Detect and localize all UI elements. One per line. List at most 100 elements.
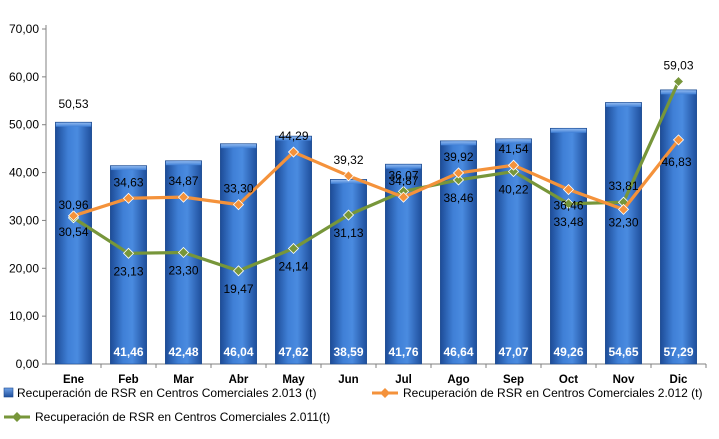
- bar: [165, 160, 202, 365]
- series-2011-data-label: 31,13: [333, 226, 363, 240]
- series-2012-point: [507, 159, 520, 171]
- series-2012-data-label: 33,30: [223, 182, 253, 196]
- series-2011-data-label: 40,22: [498, 183, 528, 197]
- series-2011-point: [342, 209, 355, 221]
- series-2012-point: [122, 192, 135, 204]
- bar-data-label: 57,29: [663, 345, 693, 359]
- series-2011-data-label: 59,03: [663, 58, 693, 72]
- series-2012-point: [232, 199, 245, 211]
- bar-data-label: 50,53: [58, 97, 88, 111]
- x-tick-label: Abr: [229, 374, 249, 386]
- x-tick-label: Ago: [447, 374, 469, 386]
- series-2012-point: [562, 183, 575, 196]
- series-2012-data-label: 36,46: [553, 199, 583, 213]
- legend-swatch-2013: [3, 387, 14, 398]
- legend-marker-2011: [12, 412, 22, 422]
- series-2012-point: [177, 191, 190, 203]
- bar: [605, 102, 642, 365]
- series-2012-data-label: 34,63: [113, 175, 143, 189]
- bar-top-highlight: [660, 90, 697, 95]
- bar-top-highlight: [275, 136, 312, 141]
- series-2012-data-label: 41,54: [498, 142, 528, 156]
- bar-data-label: 46,04: [223, 345, 253, 359]
- x-tick-label: Jul: [395, 374, 412, 386]
- bar: [550, 127, 587, 365]
- series-2011-data-label: 19,47: [223, 282, 253, 296]
- y-tick-label: 60,00: [9, 70, 39, 84]
- series-2012-data-label: 32,30: [608, 215, 638, 229]
- x-tick-label: Nov: [613, 374, 635, 386]
- x-tick-label: May: [282, 374, 305, 386]
- bar-data-label: 47,62: [278, 345, 308, 359]
- series-2012-data-label: 46,83: [661, 155, 691, 169]
- bar: [330, 179, 367, 365]
- legend-marker-2012: [380, 388, 390, 398]
- x-tick-label: Ene: [63, 374, 84, 386]
- x-tick-label: Sep: [503, 374, 524, 386]
- x-tick-label: Jun: [338, 374, 358, 386]
- series-2011-point: [232, 265, 245, 277]
- bar-top-highlight: [330, 179, 367, 184]
- y-tick-label: 20,00: [9, 261, 39, 275]
- series-2011-point: [507, 165, 520, 178]
- series-2011-point: [287, 242, 300, 255]
- bar-top-highlight: [385, 164, 422, 169]
- series-2011-point: [122, 247, 135, 259]
- bar: [220, 143, 257, 365]
- y-tick-label: 40,00: [9, 166, 39, 180]
- series-2011-data-label: 30,54: [58, 225, 88, 239]
- series-2011-data-label: 23,13: [113, 264, 143, 278]
- series-2012-data-label: 34,87: [168, 174, 198, 188]
- bar-data-label: 46,64: [443, 345, 473, 359]
- bar-data-label: 47,07: [498, 345, 528, 359]
- bar-data-label: 54,65: [608, 345, 638, 359]
- series-2012-point: [617, 203, 630, 215]
- series-2011-point: [177, 246, 190, 259]
- bar-top-highlight: [110, 166, 147, 171]
- legend-label-2012: Recuperación de RSR en Centros Comercial…: [403, 386, 702, 400]
- bar-top-highlight: [55, 122, 92, 127]
- series-2011-point: [452, 174, 465, 186]
- y-tick-label: 70,00: [9, 22, 39, 36]
- bar-data-label: 41,76: [388, 345, 418, 359]
- bar-top-highlight: [495, 139, 532, 144]
- x-tick-label: Feb: [118, 374, 138, 386]
- series-2012-data-label: 34,87: [388, 174, 418, 188]
- series-2012-point: [672, 134, 685, 146]
- series-2011-data-label: 24,14: [278, 259, 308, 273]
- y-tick-label: 30,00: [9, 213, 39, 227]
- series-2011-line: [71, 79, 681, 273]
- bar-data-label: 42,48: [168, 345, 198, 359]
- x-tick-label: Dic: [670, 374, 689, 386]
- series-2011-data-label: 33,48: [553, 215, 583, 229]
- series-2011-data-label: 38,46: [443, 191, 473, 205]
- series-2012-line: [71, 138, 681, 218]
- series-2011-point: [672, 75, 685, 88]
- legend-label-2013: Recuperación de RSR en Centros Comercial…: [17, 386, 316, 400]
- x-tick-label: Mar: [173, 374, 194, 386]
- series-2011-data-label: 33,81: [608, 179, 638, 193]
- y-tick-label: 50,00: [9, 118, 39, 132]
- bar-top-highlight: [440, 141, 477, 146]
- bar-top-highlight: [165, 161, 202, 166]
- series-2012-data-label: 39,32: [333, 153, 363, 167]
- series-2012-point: [67, 210, 80, 222]
- series-2012-data-label: 39,92: [443, 150, 473, 164]
- x-tick-label: Oct: [559, 374, 578, 386]
- series-2011-data-label: 36,07: [388, 168, 418, 182]
- bar: [660, 89, 697, 365]
- series-2012-point: [452, 167, 465, 179]
- series-2012-point: [397, 191, 410, 203]
- series-2011-point: [562, 198, 575, 210]
- bar-data-label: 41,46: [113, 345, 143, 359]
- bar-top-highlight: [550, 128, 587, 133]
- bar-top-highlight: [605, 102, 642, 107]
- y-tick-label: 10,00: [9, 309, 39, 323]
- bar: [275, 135, 312, 365]
- legend-label-2011: Recuperación de RSR en Centros Comercial…: [35, 410, 330, 424]
- bar-data-label: 38,59: [333, 345, 363, 359]
- series-2012-point: [287, 146, 300, 158]
- bar: [55, 121, 92, 365]
